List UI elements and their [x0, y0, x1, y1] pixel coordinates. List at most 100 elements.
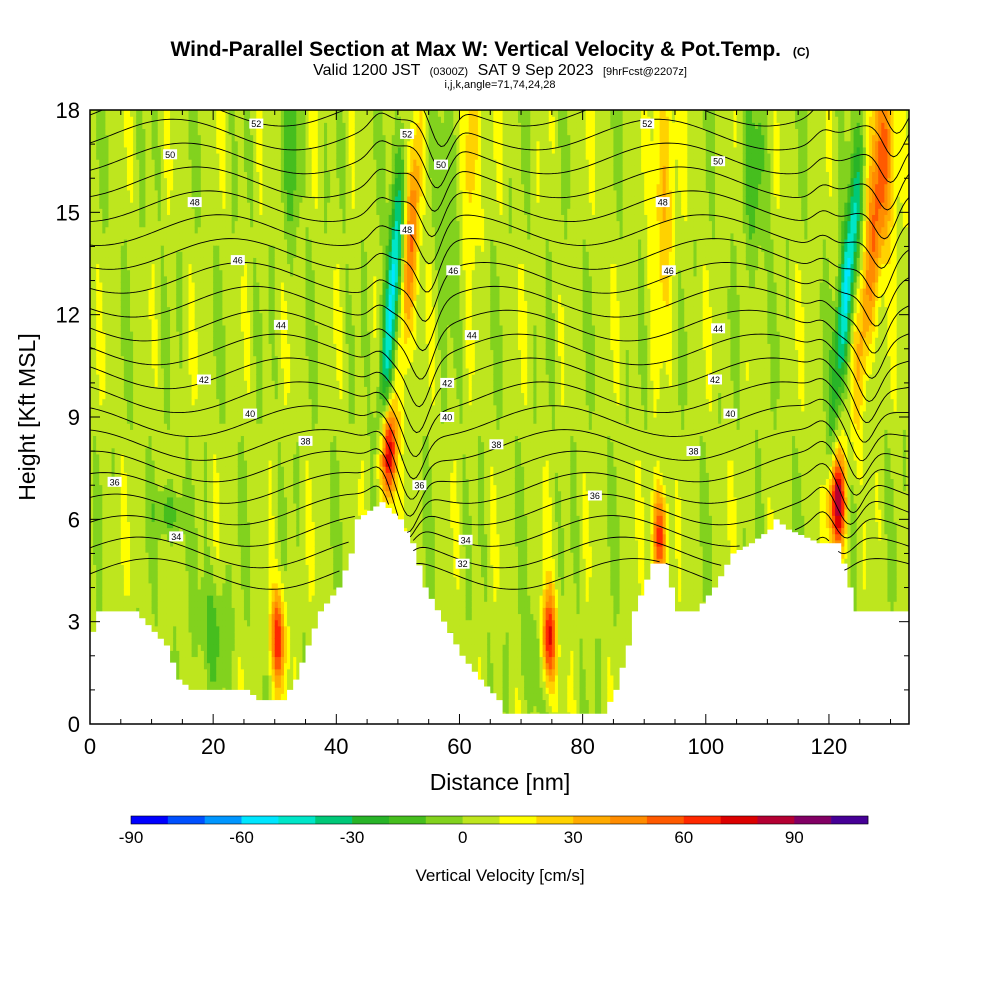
- contour-label: 52: [642, 119, 652, 129]
- contour-label: 40: [442, 413, 452, 423]
- colorbar-tick-label: -60: [229, 828, 254, 847]
- colorbar-swatch: [831, 816, 869, 824]
- isentrope-33: [90, 536, 909, 569]
- contour-label-box: [686, 446, 701, 457]
- isentrope-42: [90, 333, 909, 408]
- contour-label-box: [107, 476, 122, 487]
- contour-label-box: [434, 159, 448, 170]
- y-tick-label: 9: [68, 405, 80, 430]
- y-axis-label: Height [Kft MSL]: [14, 333, 40, 500]
- contour-label-box: [661, 265, 676, 276]
- colorbar-swatch: [425, 816, 463, 824]
- contour-label-box: [440, 412, 455, 422]
- svg-text:Valid 1200 JST (0300Z): Valid 1200 JST (0300Z) SAT 9 Sep 2023 [9…: [313, 62, 687, 79]
- svg-text:Wind-Parallel Section at Max W: Wind-Parallel Section at Max W: Vertical…: [170, 38, 809, 61]
- isentrope-44: [90, 285, 909, 354]
- contour-label-box: [655, 197, 670, 208]
- subtitle-forecast: [9hrFcst@2207z]: [603, 66, 687, 78]
- plot-area: 52 52 52 50 50 50 48 48 48 46 46 46 44 44 44 42 42 42 40 40…: [90, 110, 909, 724]
- contour-label-box: [249, 118, 264, 129]
- contour-label: 40: [245, 409, 255, 419]
- contour-label: 48: [658, 198, 668, 208]
- colorbar-swatch: [388, 816, 427, 824]
- colorbar-swatch: [720, 816, 758, 824]
- contour-label: 46: [664, 266, 674, 276]
- x-tick-label: 40: [324, 734, 348, 759]
- colorbar-swatch: [278, 816, 316, 824]
- contour-label: 48: [402, 225, 412, 235]
- y-tick-label: 0: [68, 712, 80, 737]
- colorbar-swatch: [757, 816, 795, 824]
- contour-label: 52: [251, 119, 261, 129]
- x-tick-label: 20: [201, 734, 225, 759]
- isentrope-51: [90, 112, 909, 167]
- isentrope-50: [90, 140, 909, 189]
- contour-label-box: [196, 374, 211, 385]
- x-axis-label: Distance [nm]: [430, 769, 571, 795]
- colorbar-swatch: [462, 816, 500, 824]
- contour-label: 50: [165, 150, 175, 160]
- contour-label-box: [163, 149, 178, 160]
- terrain-shape: [90, 502, 909, 724]
- contour-label-box: [400, 128, 415, 139]
- x-tick-label: 80: [570, 734, 594, 759]
- contour-label: 44: [713, 324, 723, 334]
- colorbar-swatch: [204, 816, 242, 824]
- colorbar-swatch: [352, 816, 390, 824]
- colorbar-tick-label: 60: [674, 828, 693, 847]
- isentrope-47: [90, 214, 909, 269]
- contour-label-box: [723, 408, 738, 419]
- subtitle-utc: (0300Z): [430, 66, 469, 78]
- contour-label: 42: [199, 375, 209, 385]
- colorbar-tick-label: 30: [564, 828, 583, 847]
- contour-label: 42: [710, 375, 720, 385]
- contour-label-box: [440, 377, 455, 388]
- contour-label: 38: [300, 436, 310, 446]
- contour-label-box: [273, 319, 288, 330]
- isentrope-32: [90, 558, 909, 590]
- y-tick-label: 15: [56, 200, 80, 225]
- isentrope-35: [90, 485, 909, 538]
- colorbar-swatch: [536, 816, 574, 824]
- subtitle-valid: Valid 1200 JST: [313, 62, 421, 79]
- subtitle-date: SAT 9 Sep 2023: [478, 62, 594, 79]
- isentrope-46: [90, 238, 909, 299]
- contour-label-box: [587, 490, 602, 501]
- contour-label-box: [458, 534, 473, 545]
- isentrope-52: [90, 110, 909, 147]
- colorbar: [130, 815, 869, 825]
- contour-label: 48: [190, 198, 200, 208]
- colorbar-tick-label: -30: [340, 828, 365, 847]
- isentrope-37: [90, 440, 909, 517]
- contour-labels: 52 52 52 50 50 50 48 48 48 46 46 46 44 44 44 42 42 42 40 40…: [107, 118, 738, 569]
- isentrope-49: [90, 166, 909, 212]
- contour-label: 34: [171, 532, 181, 542]
- colorbar-swatch: [315, 816, 353, 824]
- axis-ticks: [89, 109, 909, 725]
- contour-label: 46: [448, 266, 458, 276]
- y-tick-label: 3: [68, 610, 80, 635]
- contour-label-box: [243, 408, 258, 419]
- contour-label: 52: [402, 129, 412, 139]
- colorbar-swatch: [167, 816, 205, 824]
- y-tick-label: 6: [68, 507, 80, 532]
- colorbar-tick-labels: -90 -60 -30 0 30 60 90: [119, 828, 804, 847]
- contour-label: 50: [713, 157, 723, 167]
- x-tick-label: 120: [811, 734, 848, 759]
- isentrope-45: [90, 262, 909, 327]
- contour-label-box: [455, 558, 470, 569]
- contour-label-box: [230, 255, 245, 266]
- x-tick-label: 0: [84, 734, 96, 759]
- colorbar-swatch: [131, 816, 169, 824]
- isentrope-39: [90, 398, 909, 480]
- contour-label-box: [446, 265, 461, 276]
- contour-label-box: [489, 439, 504, 450]
- grid-indices: i,j,k,angle=71,74,24,28: [444, 79, 555, 91]
- contour-label: 44: [467, 331, 477, 341]
- colorbar-label: Vertical Velocity [cm/s]: [415, 866, 584, 885]
- contour-label: 36: [110, 477, 120, 487]
- contour-label-box: [711, 156, 726, 167]
- copyright-mark: (C): [793, 45, 810, 59]
- colorbar-tick-label: -90: [119, 828, 144, 847]
- chart-title: Wind-Parallel Section at Max W: Vertical…: [170, 38, 781, 61]
